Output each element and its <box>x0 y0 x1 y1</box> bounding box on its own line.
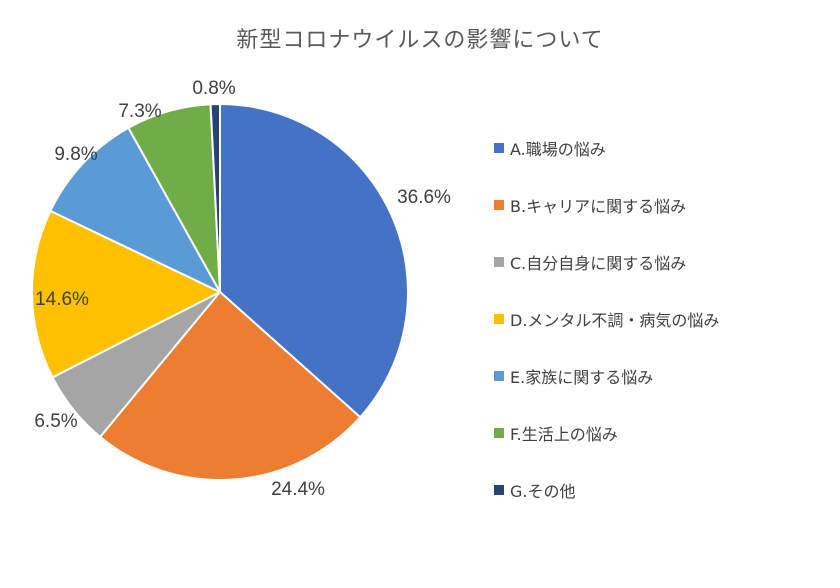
legend-item-b: B.キャリアに関する悩み <box>494 193 686 217</box>
legend-label: F.生活上の悩み <box>510 425 618 444</box>
legend-item-f: F.生活上の悩み <box>494 421 618 445</box>
data-label-g: 0.8% <box>192 78 235 99</box>
legend-item-d: D.メンタル不調・病気の悩み <box>494 307 719 331</box>
legend-item-e: E.家族に関する悩み <box>494 364 653 388</box>
data-label-e: 9.8% <box>54 144 97 165</box>
data-label-c: 6.5% <box>34 411 77 432</box>
pie-slice-a <box>219 102 410 419</box>
legend-label: B.キャリアに関する悩み <box>510 197 687 216</box>
legend-item-a: A.職場の悩み <box>494 136 606 160</box>
legend-label: C.自分自身に関する悩み <box>510 254 687 273</box>
pie-slice-g <box>209 102 221 293</box>
legend-swatch <box>494 485 504 495</box>
pie-slices <box>31 102 410 481</box>
data-label-d: 14.6% <box>35 289 89 310</box>
pie-slice-b <box>98 290 362 481</box>
data-label-f: 7.3% <box>118 101 161 122</box>
legend-swatch <box>494 314 504 324</box>
legend-item-g: G.その他 <box>494 478 576 502</box>
data-label-a: 36.6% <box>397 187 451 208</box>
legend-label: A.職場の悩み <box>510 140 606 159</box>
legend-swatch <box>494 257 504 267</box>
legend-swatch <box>494 428 504 438</box>
legend-label: D.メンタル不調・病気の悩み <box>510 311 720 330</box>
pie-slice-e <box>49 126 223 295</box>
pie-data-labels: 36.6% 24.4% 6.5% 14.6% 9.8% 7.3% 0.8% <box>34 78 451 500</box>
legend-label: E.家族に関する悩み <box>510 368 654 387</box>
data-label-b: 24.4% <box>271 479 325 500</box>
chart-title: 新型コロナウイルスの影響について <box>236 28 604 53</box>
legend-swatch <box>494 371 504 381</box>
legend-item-c: C.自分自身に関する悩み <box>494 250 686 274</box>
legend-swatch <box>494 143 504 153</box>
pie-slice-d <box>31 209 223 379</box>
legend-swatch <box>494 200 504 210</box>
legend-label: G.その他 <box>510 482 576 501</box>
